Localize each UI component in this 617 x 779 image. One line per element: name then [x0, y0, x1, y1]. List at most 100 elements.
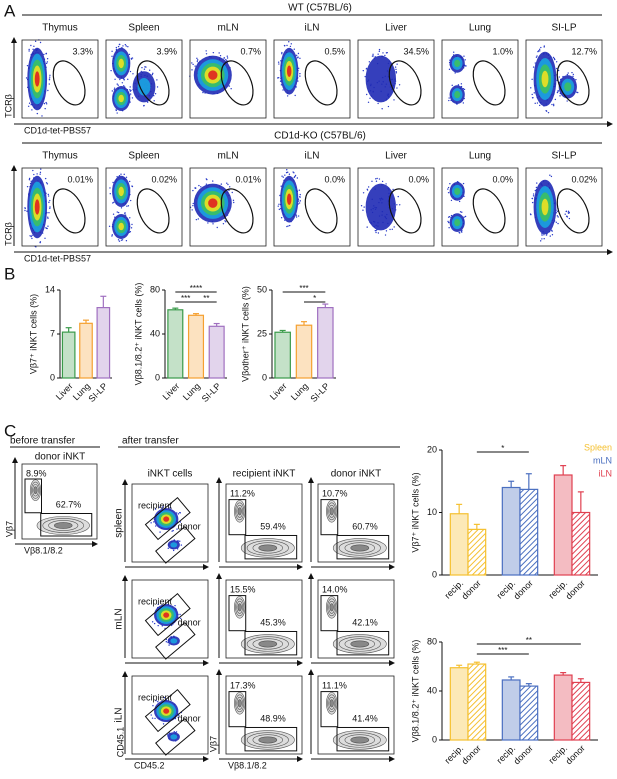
event	[154, 508, 157, 510]
event	[46, 61, 49, 63]
event	[543, 234, 545, 236]
event	[225, 58, 227, 61]
event	[232, 199, 235, 202]
event	[231, 191, 233, 194]
gate	[320, 691, 339, 728]
event	[132, 73, 134, 75]
row-label: spleen	[114, 508, 125, 537]
event	[385, 183, 387, 185]
event	[536, 182, 538, 184]
event	[131, 57, 134, 59]
event	[538, 48, 541, 51]
event	[43, 102, 46, 105]
event	[290, 43, 292, 45]
event	[152, 72, 154, 75]
plot-title: donor iNKT	[35, 452, 86, 463]
event	[120, 239, 123, 241]
gate	[220, 188, 254, 234]
event	[116, 211, 118, 213]
flow-plot	[189, 50, 232, 95]
event	[389, 228, 391, 231]
event	[150, 522, 152, 524]
event	[567, 210, 570, 213]
plot-frame	[273, 167, 351, 247]
event	[129, 199, 132, 202]
event	[463, 55, 465, 57]
event	[31, 109, 33, 111]
event	[378, 50, 381, 53]
event	[535, 56, 538, 58]
bar	[519, 685, 539, 741]
flow-plot	[234, 500, 295, 558]
event	[385, 230, 388, 232]
event	[395, 68, 397, 71]
x-tick-label: donor	[512, 578, 535, 601]
flow-plot	[277, 169, 302, 228]
plot-frame	[131, 675, 209, 755]
event	[375, 229, 377, 232]
density	[365, 183, 396, 231]
event	[226, 55, 228, 57]
event	[368, 61, 371, 63]
event	[541, 238, 543, 240]
flow-plot	[326, 500, 387, 558]
event	[154, 525, 157, 527]
gate-percentage: 0.02%	[571, 174, 597, 184]
event	[377, 232, 380, 234]
event	[564, 213, 566, 215]
event	[451, 84, 453, 87]
event	[228, 85, 231, 87]
event	[462, 102, 465, 104]
event	[286, 225, 288, 228]
contour	[237, 507, 242, 516]
event	[568, 217, 571, 220]
event	[377, 102, 379, 105]
event	[391, 228, 393, 230]
tissue-label: Lung	[469, 23, 491, 34]
flow-plot	[29, 479, 90, 535]
event	[545, 109, 547, 112]
gate-percentage: 1.0%	[492, 46, 513, 56]
x-tick-label: SI-LP	[200, 381, 223, 404]
event	[48, 79, 51, 81]
event	[392, 188, 394, 191]
gate-percentage: 12.7%	[571, 46, 597, 56]
event	[533, 92, 535, 94]
gate	[388, 188, 422, 234]
event	[118, 240, 121, 242]
event	[123, 85, 125, 87]
event	[296, 177, 299, 179]
density	[541, 198, 549, 216]
contour	[258, 736, 278, 744]
event	[297, 57, 299, 59]
event	[369, 97, 371, 99]
event	[171, 530, 173, 532]
contour	[329, 699, 334, 708]
event	[195, 218, 198, 221]
gate-percentage: 59.4%	[260, 521, 286, 531]
event	[191, 209, 193, 211]
tissue-label: mLN	[217, 23, 238, 34]
event	[45, 53, 47, 55]
density	[541, 70, 549, 88]
plot-frame	[225, 675, 303, 755]
plot-frame	[21, 39, 99, 119]
contour	[258, 544, 278, 552]
event	[154, 93, 157, 95]
event	[49, 199, 51, 202]
x-tick-label: donor	[460, 578, 483, 601]
event	[537, 50, 540, 52]
event	[447, 216, 450, 218]
event	[194, 187, 196, 189]
density	[365, 55, 396, 103]
event	[48, 83, 50, 85]
gate-percentage: 3.3%	[72, 46, 93, 56]
event	[366, 188, 368, 191]
event	[375, 231, 377, 234]
contour	[237, 603, 242, 612]
event	[157, 700, 159, 703]
gate-percentage: 0.02%	[151, 174, 177, 184]
event	[154, 717, 156, 720]
gate	[244, 534, 298, 560]
event	[531, 197, 533, 200]
